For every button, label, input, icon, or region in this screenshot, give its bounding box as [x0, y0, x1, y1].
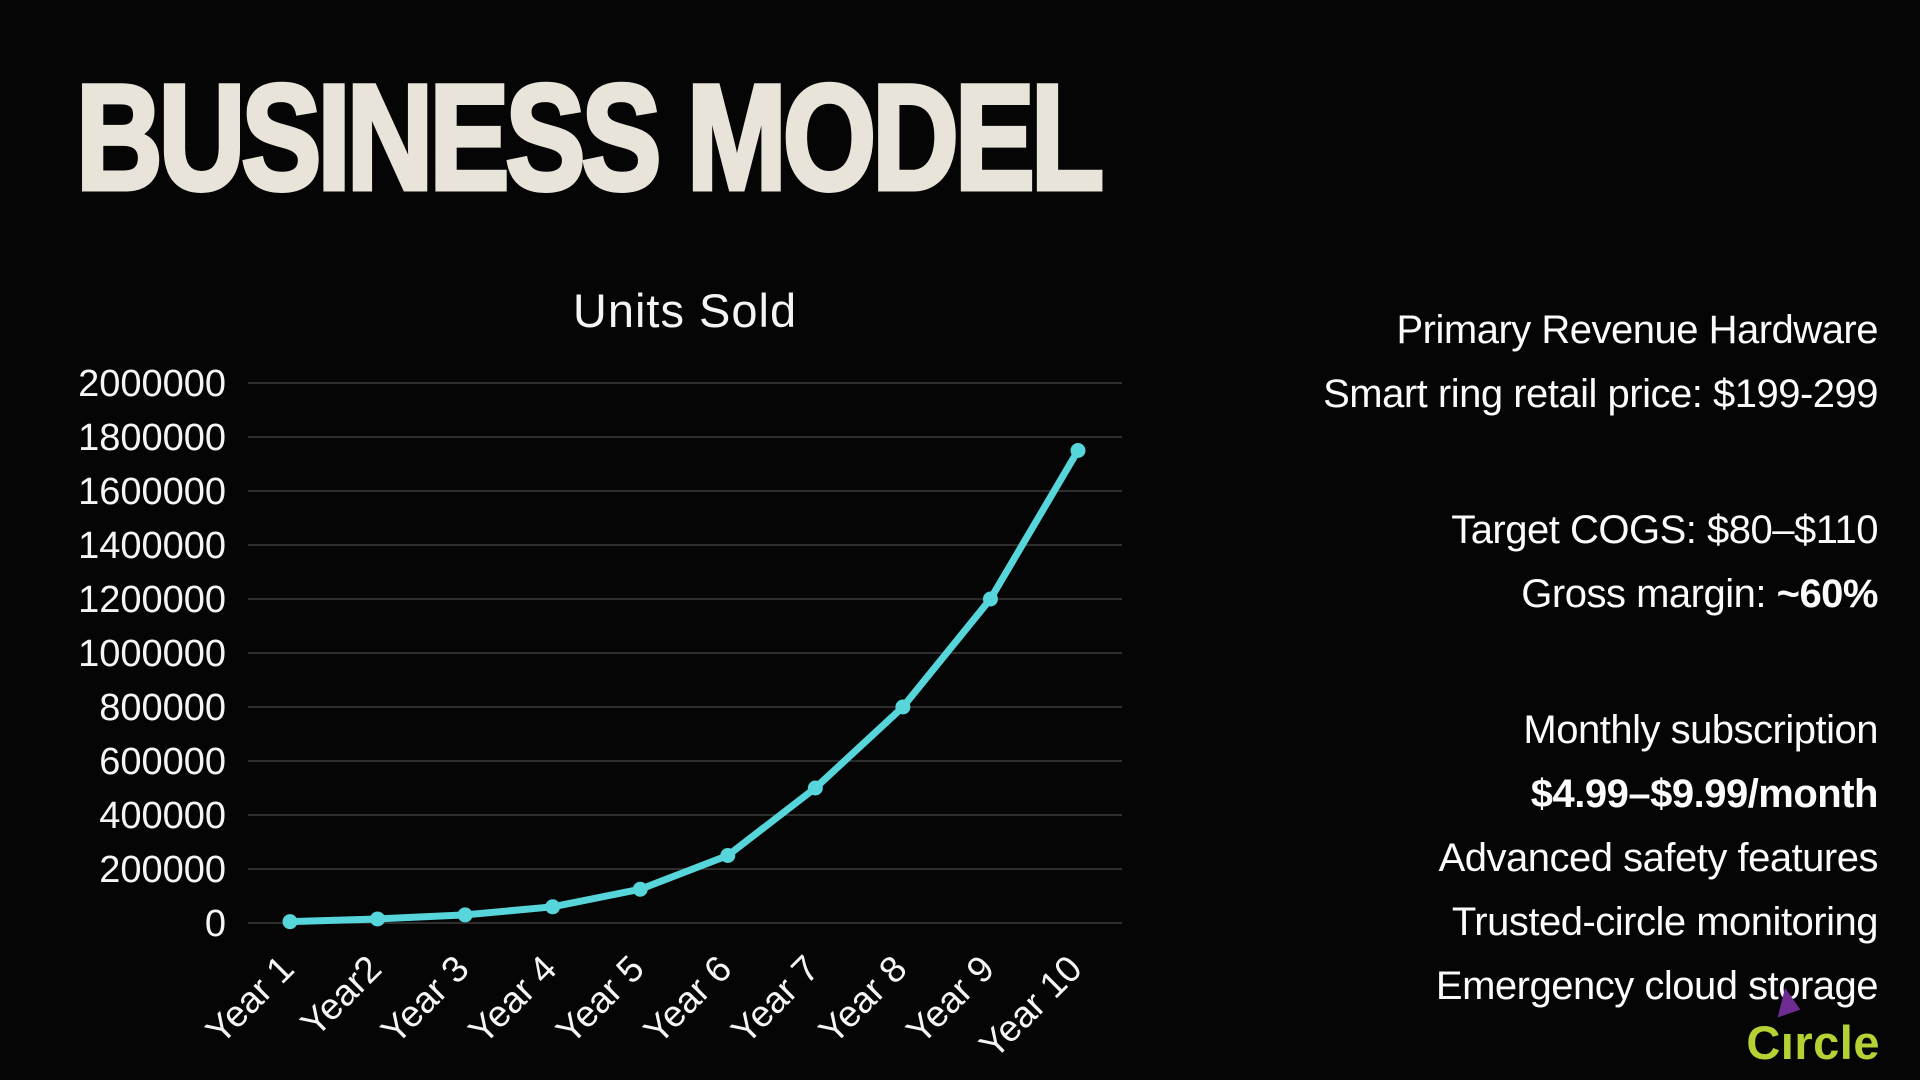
logo-letter-c: C [1746, 1016, 1781, 1069]
data-point-marker [1070, 443, 1086, 458]
x-axis-tick-label: Year2 [293, 948, 389, 1044]
data-point-marker [982, 591, 998, 607]
revenue-line: $4.99–$9.99/month [1323, 762, 1879, 826]
revenue-line: Emergency cloud storage [1323, 954, 1879, 1018]
logo-i-stem: ı [1780, 1016, 1795, 1069]
y-axis-tick-label: 2000000 [78, 363, 226, 405]
revenue-line-text: Target COGS: $80–$110 [1451, 508, 1878, 552]
y-axis-tick-label: 0 [205, 903, 226, 945]
data-point-marker [720, 848, 736, 863]
revenue-line-strong-text: ~60% [1776, 572, 1879, 616]
revenue-line: Monthly subscription [1323, 698, 1878, 762]
revenue-line-text: Gross margin: [1521, 572, 1777, 616]
revenue-line: Advanced safety features [1323, 826, 1879, 890]
slide-title: BUSINESS MODEL [74, 53, 1106, 221]
y-axis-tick-label: 1000000 [78, 633, 226, 675]
y-axis-tick-label: 1400000 [78, 525, 226, 567]
revenue-line-text: Advanced safety features [1438, 836, 1879, 880]
revenue-block: Target COGS: $80–$110 Gross margin: ~60% [1323, 498, 1878, 626]
x-axis-tick-label: Year 4 [461, 948, 565, 1052]
data-point-marker [370, 911, 386, 927]
x-axis-tick-label: Year 6 [636, 948, 740, 1052]
x-axis-tick-label: Year 8 [811, 948, 915, 1052]
revenue-line-text: Trusted-circle monitoring [1451, 900, 1879, 944]
circle-logo: Cı rcle [1746, 1015, 1880, 1070]
x-axis-tick-label: Year 7 [723, 948, 827, 1052]
revenue-block: Monthly subscription $4.99–$9.99/month Adv… [1323, 698, 1879, 1018]
data-point-marker [895, 699, 911, 715]
data-point-marker [632, 881, 648, 897]
y-axis-tick-label: 200000 [99, 849, 226, 891]
data-point-marker [457, 907, 473, 923]
revenue-panel: Primary Revenue Hardware Smart ring retai… [1323, 298, 1878, 1018]
x-axis-tick-label: Year 1 [198, 948, 302, 1052]
x-axis-tick-label: Year 3 [373, 948, 477, 1052]
y-axis-tick-label: 1800000 [78, 417, 226, 459]
revenue-block: Primary Revenue Hardware Smart ring retai… [1323, 298, 1878, 426]
revenue-line: Gross margin: ~60% [1323, 562, 1878, 626]
y-axis-tick-label: 1200000 [78, 579, 226, 621]
revenue-line: Primary Revenue Hardware [1323, 298, 1878, 362]
revenue-line-strong-text: $4.99–$9.99/month [1530, 772, 1879, 816]
logo-letters-rcle: rcle [1794, 1016, 1880, 1069]
data-point-marker [545, 899, 561, 915]
revenue-line-text: Primary Revenue Hardware [1396, 308, 1878, 352]
y-axis-tick-label: 400000 [99, 795, 226, 837]
revenue-line: Trusted-circle monitoring [1323, 890, 1879, 954]
trend-line [286, 447, 1082, 926]
logo-letter-i: ı [1781, 1015, 1795, 1070]
revenue-line-text: Monthly subscription [1523, 708, 1878, 752]
y-axis-tick-label: 600000 [99, 741, 226, 783]
revenue-line-text: Emergency cloud storage [1435, 964, 1879, 1008]
y-axis-tick-label: 800000 [99, 687, 226, 729]
data-point-marker [282, 914, 298, 930]
revenue-line: Smart ring retail price: $199-299 [1323, 362, 1878, 426]
revenue-line-text: Smart ring retail price: $199-299 [1323, 372, 1878, 416]
y-axis-tick-label: 1600000 [78, 471, 226, 513]
x-axis-tick-label: Year 5 [548, 948, 652, 1052]
data-point-marker [807, 780, 823, 796]
revenue-line: Target COGS: $80–$110 [1323, 498, 1878, 562]
chart-title: Units Sold [572, 284, 798, 337]
